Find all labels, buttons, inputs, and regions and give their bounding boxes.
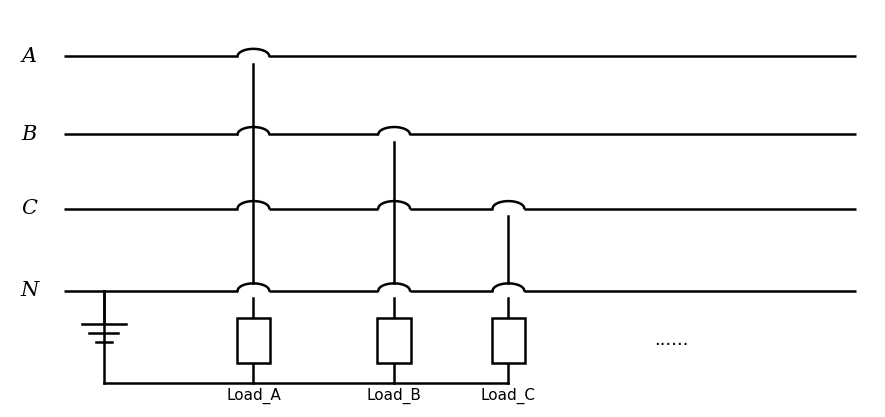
Text: N: N <box>20 281 38 300</box>
Text: C: C <box>21 199 37 218</box>
Text: ......: ...... <box>654 331 689 349</box>
Text: Load_B: Load_B <box>366 388 421 404</box>
Bar <box>377 318 411 363</box>
Text: A: A <box>21 47 36 66</box>
Text: B: B <box>21 125 37 144</box>
Text: Load_C: Load_C <box>481 388 536 404</box>
Bar <box>236 318 270 363</box>
Bar <box>492 318 525 363</box>
Text: Load_A: Load_A <box>226 388 281 404</box>
